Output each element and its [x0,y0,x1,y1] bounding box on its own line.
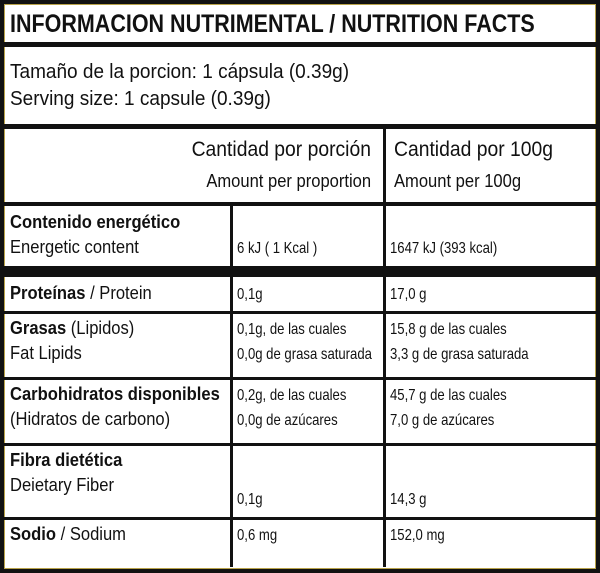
column-header: Amount per proportion [206,171,371,191]
cell-value: 7,0 g de azúcares [390,412,495,429]
label-text: Deietary Fiber [10,475,115,495]
cell-value: 0,1g [237,286,263,303]
title: INFORMACION NUTRIMENTAL / NUTRITION FACT… [10,10,535,38]
rule [0,42,600,47]
column-rule [230,444,233,518]
label-text: (Hidratos de carbono) [10,409,171,429]
row-label: Carbohidratos disponibles [10,384,220,405]
cell-value: 6 kJ ( 1 Kcal ) [237,240,318,257]
rule [0,517,600,520]
row-label: Fibra dietética [10,450,122,471]
rule [0,124,600,129]
rule [0,202,600,206]
label-text: Energetic content [10,237,139,257]
row-label: Sodio / Sodium [10,524,126,545]
label-strong: Grasas [10,318,67,338]
column-header: Cantidad por 100g [394,138,553,161]
label-strong: Sodio [10,524,56,544]
label-text: Fat Lipids [10,343,82,363]
serving-size: Serving size: 1 capsule (0.39g) [10,88,271,110]
cell-value: 0,0g de grasa saturada [237,346,372,363]
row-label: Contenido energético [10,212,180,233]
row-label: Grasas (Lipidos) [10,318,134,339]
label-strong: Fibra dietética [10,450,123,470]
column-header: Cantidad por porción [191,138,371,161]
row-label: Fat Lipids [10,343,82,364]
cell-value: 0,2g, de las cuales [237,387,347,404]
row-label: Energetic content [10,237,139,258]
cell-value: 3,3 g de grasa saturada [390,346,529,363]
cell-value: 0,1g [237,490,263,508]
rule [0,311,600,314]
rule [0,443,600,446]
cell-value: 15,8 g de las cuales [390,321,507,338]
cell-value: 0,0g de azúcares [237,412,338,429]
label-strong: Proteínas [10,283,86,303]
label-strong: Contenido energético [10,212,181,232]
cell-value: 1647 kJ (393 kcal) [390,240,498,257]
column-rule [230,312,233,378]
cell-value: 0,6 mg [237,527,278,544]
row-label: Proteínas / Protein [10,283,152,304]
label-text: / Protein [90,283,152,303]
column-rule [230,378,233,444]
cell-value: 45,7 g de las cuales [390,387,507,404]
column-rule [230,206,233,277]
label-text: / Sodium [60,524,126,544]
column-rule [230,277,233,312]
rule [0,377,600,380]
serving-size: Tamaño de la porcion: 1 cápsula (0.39g) [10,61,350,83]
row-label: Deietary Fiber [10,475,114,496]
label-strong: Carbohidratos disponibles [10,384,220,404]
cell-value: 0,1g, de las cuales [237,321,347,338]
column-rule [230,518,233,567]
cell-value: 14,3 g [390,490,427,508]
column-header: Amount per 100g [394,171,522,191]
column-rule [383,128,386,567]
cell-value: 17,0 g [390,286,427,303]
row-label: (Hidratos de carbono) [10,409,170,430]
rule [0,266,600,277]
cell-value: 152,0 mg [390,527,445,544]
label-text: (Lipidos) [70,318,135,338]
